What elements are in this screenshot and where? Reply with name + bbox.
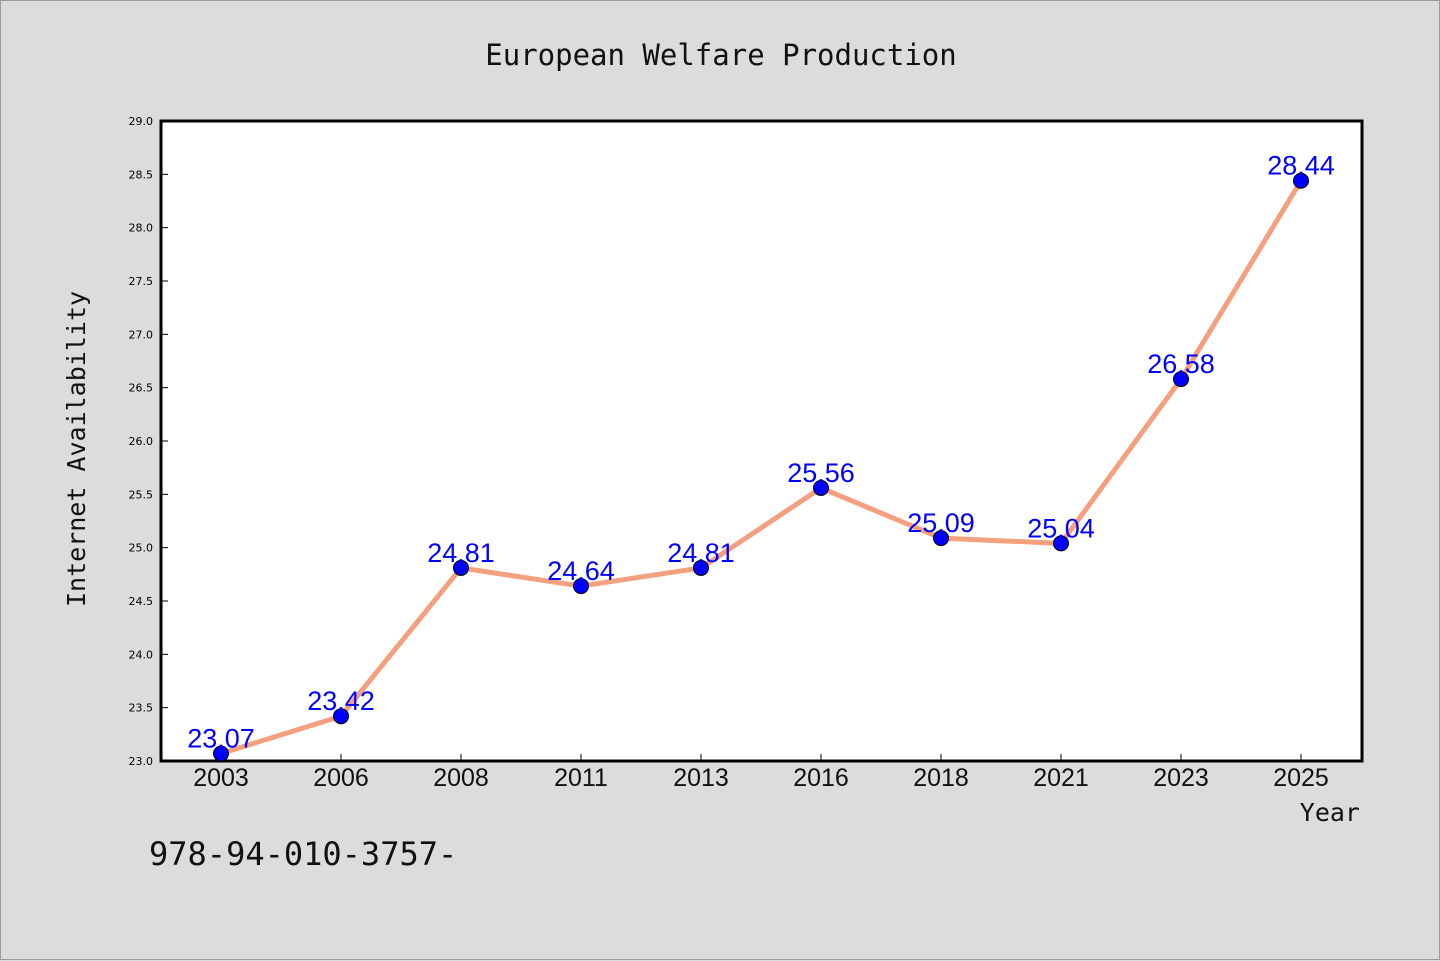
data-point bbox=[1293, 172, 1309, 189]
data-point bbox=[693, 559, 709, 576]
data-label: 25.56 bbox=[787, 458, 855, 488]
series-line bbox=[218, 178, 1304, 757]
x-tick-label: 2016 bbox=[793, 764, 849, 792]
x-tick-label: 2011 bbox=[554, 764, 608, 792]
y-tick-label: 25.5 bbox=[129, 488, 154, 501]
x-axis-ticks: 2003 2006 2008 2011 2013 2016 2018 2021 2023 2025 bbox=[193, 754, 1329, 792]
x-tick-label: 2003 bbox=[193, 764, 249, 792]
data-point bbox=[333, 708, 349, 725]
chart-title: European Welfare Production bbox=[485, 38, 956, 72]
y-axis-label: Internet Availability bbox=[62, 291, 91, 607]
series-layer: 23.07 23.42 24.81 24.64 24.81 25.56 25.09 25.04… bbox=[187, 151, 1335, 762]
data-point bbox=[453, 559, 469, 576]
data-label: 24.81 bbox=[427, 538, 495, 568]
data-point bbox=[813, 479, 829, 496]
y-tick-label: 29.0 bbox=[129, 115, 154, 128]
data-point bbox=[1173, 371, 1189, 388]
plot-area bbox=[159, 119, 1364, 763]
data-label: 26.58 bbox=[1147, 349, 1215, 379]
y-tick-label: 24.0 bbox=[129, 648, 154, 661]
y-tick-label: 24.5 bbox=[129, 595, 154, 608]
data-label: 25.04 bbox=[1027, 513, 1095, 543]
data-label: 23.42 bbox=[307, 686, 375, 716]
data-point bbox=[1053, 535, 1069, 552]
x-tick-label: 2008 bbox=[433, 764, 489, 792]
data-label: 28.44 bbox=[1267, 151, 1335, 181]
x-tick-label: 2013 bbox=[673, 764, 729, 792]
x-tick-label: 2006 bbox=[313, 764, 369, 792]
y-tick-label: 27.0 bbox=[129, 328, 154, 341]
y-axis-ticks: 23.0 23.5 24.0 24.5 25.0 25.5 26.0 26.5 27.0 27.5… bbox=[129, 115, 168, 768]
x-tick-label: 2018 bbox=[913, 764, 969, 792]
y-tick-label: 26.5 bbox=[129, 382, 154, 395]
data-label: 24.81 bbox=[667, 538, 735, 568]
x-axis-label: Year bbox=[1300, 798, 1360, 827]
y-tick-label: 27.5 bbox=[129, 275, 154, 288]
y-tick-label: 23.0 bbox=[129, 755, 154, 768]
data-point bbox=[933, 530, 949, 547]
x-tick-label: 2025 bbox=[1273, 764, 1329, 792]
data-point bbox=[213, 745, 229, 762]
isbn-text: 978-94-010-3757- bbox=[149, 835, 457, 873]
y-tick-label: 28.5 bbox=[129, 168, 154, 181]
data-label: 25.09 bbox=[907, 508, 975, 538]
data-label: 24.64 bbox=[547, 556, 615, 586]
y-tick-label: 28.0 bbox=[129, 222, 154, 235]
x-tick-label: 2023 bbox=[1153, 764, 1209, 792]
y-tick-label: 23.5 bbox=[129, 702, 154, 715]
data-point bbox=[573, 578, 589, 595]
y-tick-label: 26.0 bbox=[129, 435, 154, 448]
x-tick-label: 2021 bbox=[1033, 764, 1089, 792]
y-tick-label: 25.0 bbox=[129, 542, 154, 555]
data-label: 23.07 bbox=[187, 724, 255, 754]
